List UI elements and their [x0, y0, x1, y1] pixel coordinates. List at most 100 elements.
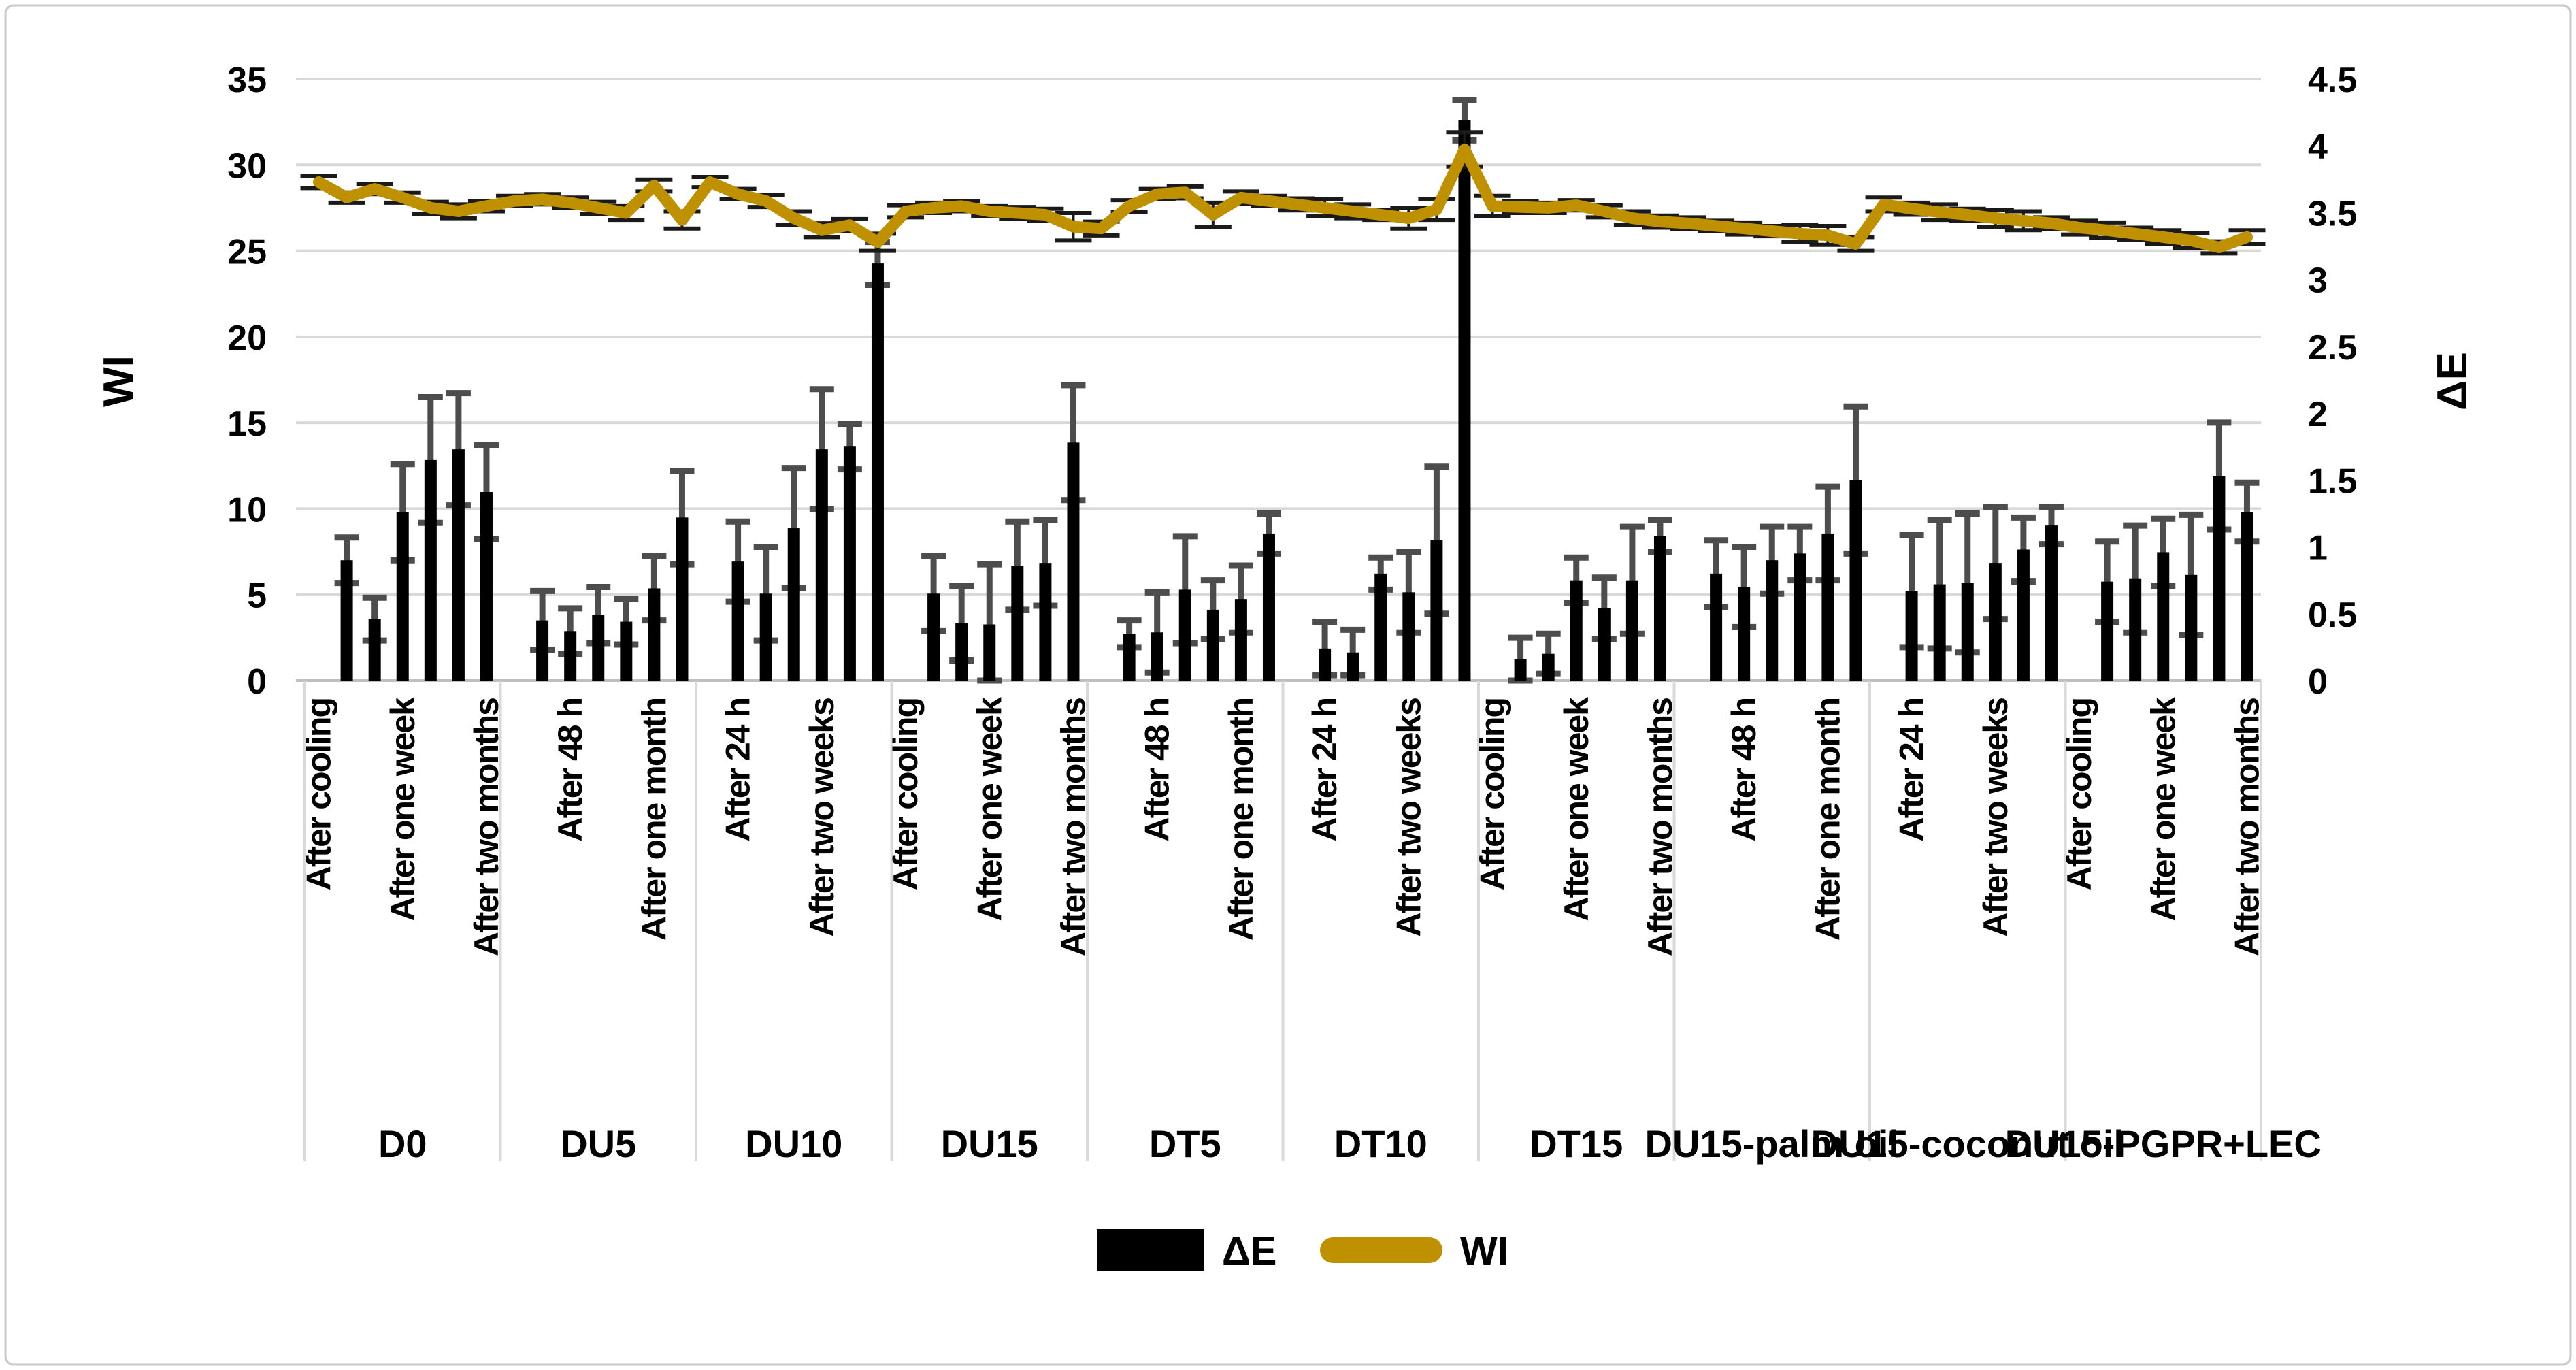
bar[interactable]	[927, 593, 940, 681]
bar[interactable]	[787, 528, 800, 681]
delta-e-bar-series[interactable]	[340, 120, 2253, 681]
legend-item-delta-e[interactable]: ΔE	[1097, 1229, 1276, 1273]
category-tick-label: After one week	[384, 697, 422, 922]
bar[interactable]	[2101, 581, 2114, 681]
bar[interactable]	[1905, 591, 1918, 681]
bar[interactable]	[564, 631, 577, 681]
bar[interactable]	[1347, 652, 1359, 681]
bar[interactable]	[480, 492, 493, 681]
bar[interactable]	[1234, 599, 1247, 681]
bar[interactable]	[1514, 659, 1527, 681]
bar[interactable]	[2213, 476, 2226, 681]
category-tick-label: After 48 h	[1138, 698, 1176, 842]
bar[interactable]	[1151, 632, 1163, 681]
bar[interactable]	[1653, 536, 1666, 681]
left-axis-tick: 35	[227, 61, 267, 100]
bar[interactable]	[2157, 552, 2170, 681]
group-label: DT5	[1149, 1122, 1221, 1165]
bar[interactable]	[1039, 563, 1052, 681]
bar[interactable]	[396, 512, 409, 681]
bar[interactable]	[1710, 573, 1723, 681]
group-label: D0	[378, 1122, 427, 1165]
category-tick-labels: After cooling After one week After two mon…	[300, 697, 2266, 956]
left-axis-tick: 15	[227, 404, 267, 444]
bar[interactable]	[1067, 442, 1080, 681]
bar[interactable]	[1262, 533, 1275, 681]
category-tick-label: After one month	[1222, 698, 1260, 941]
bar[interactable]	[2017, 549, 2030, 681]
bar[interactable]	[1933, 584, 1946, 681]
group-dividers	[303, 681, 2262, 1161]
bar[interactable]	[676, 517, 689, 681]
group-label: DT10	[1334, 1122, 1427, 1165]
category-tick-label: After one week	[970, 697, 1008, 922]
bar[interactable]	[424, 459, 437, 681]
right-axis-tick: 3.5	[2308, 194, 2357, 233]
category-tick-label: After one week	[2144, 697, 2182, 922]
bar[interactable]	[1625, 580, 1638, 681]
bar[interactable]	[1821, 533, 1834, 681]
bar[interactable]	[1961, 583, 1974, 681]
bar[interactable]	[731, 561, 744, 681]
right-axis-tick: 1.5	[2308, 461, 2357, 501]
bar[interactable]	[1374, 573, 1387, 681]
bar[interactable]	[2185, 574, 2198, 681]
bar[interactable]	[955, 623, 968, 681]
category-tick-label: After cooling	[2060, 698, 2098, 890]
bar[interactable]	[843, 446, 856, 681]
right-axis-tick: 0	[2308, 662, 2328, 702]
bar[interactable]	[1011, 566, 1024, 681]
bar[interactable]	[2045, 525, 2058, 681]
bar[interactable]	[2129, 578, 2142, 681]
bar[interactable]	[1123, 634, 1136, 681]
bar[interactable]	[759, 593, 772, 681]
left-axis-tick: 30	[227, 146, 267, 186]
bar[interactable]	[1766, 560, 1779, 681]
bar[interactable]	[983, 624, 996, 681]
bar[interactable]	[815, 449, 828, 681]
legend-item-wi[interactable]: WI	[1320, 1229, 1508, 1273]
category-tick-label: After two months	[2228, 698, 2266, 956]
bar[interactable]	[1458, 120, 1471, 681]
bar[interactable]	[1738, 587, 1751, 681]
bar[interactable]	[1794, 553, 1806, 681]
bar[interactable]	[368, 619, 381, 681]
category-tick-label: After 48 h	[1725, 698, 1763, 842]
group-label: DU10	[745, 1122, 842, 1165]
group-labels: D0 DU5 DU10 DU15 DT5 DT10 DT15 DU15-palm oilDU1…	[378, 1122, 2322, 1165]
chart-border	[4, 4, 2572, 1366]
right-axis-tick: 2	[2308, 395, 2328, 434]
group-label: DU5	[560, 1122, 636, 1165]
wi-line[interactable]	[313, 144, 2253, 253]
bar[interactable]	[871, 263, 884, 681]
bar[interactable]	[648, 588, 661, 681]
bar[interactable]	[1989, 563, 2002, 681]
legend-swatch-delta-e	[1097, 1229, 1204, 1271]
category-tick-label: After two weeks	[1389, 698, 1427, 937]
bar[interactable]	[1542, 653, 1555, 681]
bar[interactable]	[620, 621, 633, 681]
bar[interactable]	[452, 449, 465, 681]
legend-line-swatch-wi	[1320, 1237, 1442, 1263]
bar[interactable]	[1598, 608, 1611, 681]
bar[interactable]	[1402, 592, 1415, 681]
group-label: DT15	[1530, 1122, 1623, 1165]
bar[interactable]	[1206, 609, 1219, 681]
bar[interactable]	[536, 620, 549, 681]
bar[interactable]	[1319, 648, 1332, 681]
bar[interactable]	[1430, 540, 1443, 681]
bar[interactable]	[2241, 512, 2253, 681]
wi-line-series[interactable]	[313, 144, 2253, 253]
bar[interactable]	[592, 615, 605, 681]
legend: ΔE WI	[1097, 1229, 1508, 1273]
bar[interactable]	[1570, 580, 1583, 681]
bar[interactable]	[1178, 589, 1191, 681]
group-label: DU15	[941, 1122, 1038, 1165]
bar[interactable]	[340, 560, 353, 681]
category-tick-label: After two weeks	[1977, 698, 2015, 937]
right-axis-tick: 1	[2308, 529, 2328, 568]
bar[interactable]	[1849, 480, 1862, 681]
left-axis-tick: 10	[227, 490, 267, 529]
